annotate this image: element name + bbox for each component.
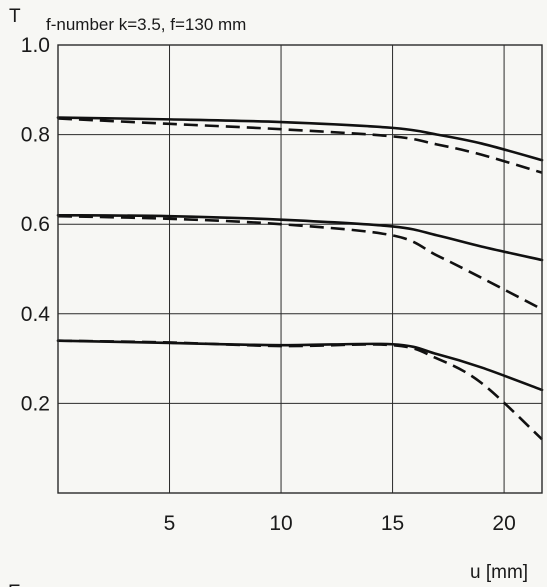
y-tick-label: 1.0 xyxy=(21,34,50,57)
x-tick-label: 15 xyxy=(381,512,404,535)
x-tick-label: 20 xyxy=(492,512,515,535)
x-tick-label: 10 xyxy=(269,512,292,535)
x-axis-label: u [mm] xyxy=(470,562,528,583)
y-tick-label: 0.4 xyxy=(21,303,51,326)
y-axis-label: T xyxy=(9,6,21,27)
plot-frame xyxy=(57,44,543,494)
grid xyxy=(58,44,542,493)
tick-labels: 5 10 15 20 0.2 0.4 0.6 0.8 1.0 xyxy=(21,34,516,535)
solid-curve xyxy=(56,116,544,162)
y-tick-label: 0.2 xyxy=(21,392,50,415)
chart-title: f-number k=3.5, f=130 mm xyxy=(46,15,246,34)
corner-text: E xyxy=(8,582,21,587)
solid-curve xyxy=(56,339,544,392)
y-tick-label: 0.8 xyxy=(21,124,50,147)
dashed-curve xyxy=(57,214,543,311)
dashed-curve xyxy=(57,117,543,174)
solid-curve xyxy=(56,213,544,262)
curves xyxy=(56,116,544,441)
x-tick-label: 5 xyxy=(164,512,176,535)
y-tick-label: 0.6 xyxy=(21,213,50,236)
dashed-curve xyxy=(57,339,543,441)
